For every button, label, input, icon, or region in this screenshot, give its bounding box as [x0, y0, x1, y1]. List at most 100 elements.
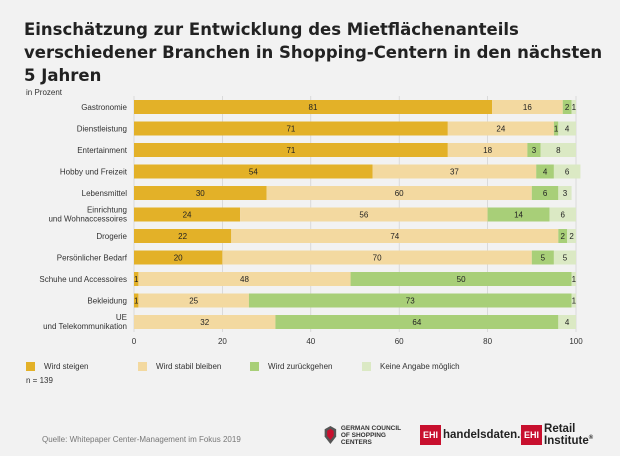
legend-label: Wird stabil bleiben — [156, 361, 222, 371]
handelsdaten-text: handelsdaten.de — [443, 429, 534, 441]
source-note: Quelle: Whitepaper Center-Management im … — [42, 435, 241, 444]
category-label: Bekleidung — [87, 297, 127, 306]
data-label: 5 — [563, 254, 568, 263]
x-tick-label: 20 — [218, 337, 227, 346]
legend-swatch — [362, 361, 371, 371]
data-label: 3 — [563, 189, 568, 198]
data-label: 3 — [532, 146, 537, 155]
legend-label: Wird steigen — [44, 361, 89, 371]
data-label: 22 — [178, 232, 187, 241]
ehi-box-2: EHI — [521, 425, 543, 445]
data-label: 16 — [523, 103, 532, 112]
bar-wird-steigen — [134, 250, 223, 265]
data-label: 32 — [200, 318, 209, 327]
category-label: Schuhe und Accessoires — [39, 275, 127, 284]
unit-label: in Prozent — [26, 88, 63, 97]
chart-title: Einschätzung zur Entwicklung des Mietflä… — [24, 20, 603, 85]
category-label-line: UE — [116, 313, 127, 322]
legend-item-wird-zur-ckgehen: Wird zurückgehen — [250, 361, 362, 371]
bar-keine-angabe-m-glich — [549, 207, 576, 222]
data-label: 4 — [565, 125, 570, 134]
data-label: 64 — [412, 318, 421, 327]
bar-wird-zur-ckgehen — [350, 272, 572, 286]
x-tick-label: 60 — [395, 337, 404, 346]
bar-wird-zur-ckgehen — [531, 250, 554, 265]
bar-wird-stabil-bleiben — [372, 164, 537, 179]
category-label: Gastronomie — [81, 103, 127, 112]
bar-wird-zur-ckgehen — [275, 315, 559, 329]
data-label: 56 — [359, 211, 368, 220]
gccs-logo: GERMAN COUNCIL OF SHOPPING CENTERS — [323, 422, 405, 448]
legend-item-keine-angabe-m-glich: Keine Angabe möglich — [362, 361, 482, 371]
bar-keine-angabe-m-glich — [553, 250, 576, 265]
legend-swatch — [26, 361, 35, 371]
bar-wird-zur-ckgehen — [536, 164, 554, 179]
data-label: 5 — [541, 254, 546, 263]
bar-wird-stabil-bleiben — [447, 143, 528, 157]
x-tick-label: 0 — [132, 337, 137, 346]
legend-swatch — [138, 361, 147, 371]
bar-wird-zur-ckgehen — [248, 293, 572, 308]
bar-wird-steigen — [134, 186, 267, 200]
data-label: 6 — [565, 168, 570, 177]
gccs-line-2: OF SHOPPING CENTERS — [340, 431, 386, 446]
data-label: 48 — [240, 275, 249, 284]
data-label: 1 — [572, 103, 577, 112]
category-label: Lebensmittel — [82, 189, 128, 198]
gccs-line-1: GERMAN COUNCIL — [340, 424, 402, 432]
data-label: 4 — [565, 318, 570, 327]
category-label: UE und Telekommunikation — [43, 313, 127, 331]
category-label: Hobby und Freizeit — [60, 168, 128, 177]
category-label-line: Einrichtung — [87, 206, 127, 215]
data-label: 6 — [561, 211, 566, 220]
bar-wird-stabil-bleiben — [138, 272, 351, 286]
sample-size: n = 139 — [26, 376, 53, 385]
bar-wird-stabil-bleiben — [492, 100, 563, 114]
data-label: 1 — [554, 125, 559, 134]
bar-wird-steigen — [134, 207, 241, 222]
data-label: 60 — [395, 189, 404, 198]
legend-swatch — [250, 361, 259, 371]
bar-wird-zur-ckgehen — [562, 100, 572, 114]
data-label: 1 — [572, 297, 577, 306]
data-label: 50 — [457, 275, 466, 284]
data-label: 30 — [196, 189, 205, 198]
bar-wird-zur-ckgehen — [553, 121, 559, 136]
bar-wird-steigen — [134, 293, 139, 308]
category-label-line: und Wohnaccessoires — [48, 215, 127, 224]
data-label: 1 — [572, 275, 577, 284]
ehi-box-1: EHI — [420, 425, 442, 445]
bar-wird-zur-ckgehen — [558, 229, 568, 243]
data-label: 1 — [134, 297, 139, 306]
data-label: 18 — [483, 146, 492, 155]
category-label: Drogerie — [96, 232, 127, 241]
legend-label: Wird zurückgehen — [268, 361, 333, 371]
bar-wird-stabil-bleiben — [231, 229, 559, 243]
data-label: 70 — [373, 254, 382, 263]
data-label: 71 — [286, 125, 295, 134]
bar-wird-stabil-bleiben — [240, 207, 488, 222]
bar-wird-zur-ckgehen — [531, 186, 559, 200]
data-label: 2 — [569, 232, 574, 241]
data-label: 73 — [406, 297, 415, 306]
data-label: 37 — [450, 168, 459, 177]
category-label: Persönlicher Bedarf — [57, 254, 128, 263]
legend-item-wird-stabil-bleiben: Wird stabil bleiben — [138, 361, 250, 371]
bar-keine-angabe-m-glich — [571, 100, 576, 114]
data-label: 2 — [561, 232, 566, 241]
data-label: 1 — [134, 275, 139, 284]
category-label-line: und Telekommunikation — [43, 322, 127, 331]
data-label: 24 — [183, 211, 192, 220]
bar-keine-angabe-m-glich — [540, 143, 576, 157]
bar-wird-zur-ckgehen — [487, 207, 550, 222]
bar-wird-steigen — [134, 100, 493, 114]
x-tick-label: 100 — [569, 337, 583, 346]
bar-wird-steigen — [134, 272, 139, 286]
bar-keine-angabe-m-glich — [571, 293, 576, 308]
chart-legend: Wird steigen Wird stabil bleiben Wird zurü… — [26, 360, 482, 372]
registered-mark: ® — [588, 435, 594, 442]
bar-keine-angabe-m-glich — [553, 164, 581, 179]
legend-item-wird-steigen: Wird steigen — [26, 361, 138, 371]
data-label: 74 — [390, 232, 399, 241]
